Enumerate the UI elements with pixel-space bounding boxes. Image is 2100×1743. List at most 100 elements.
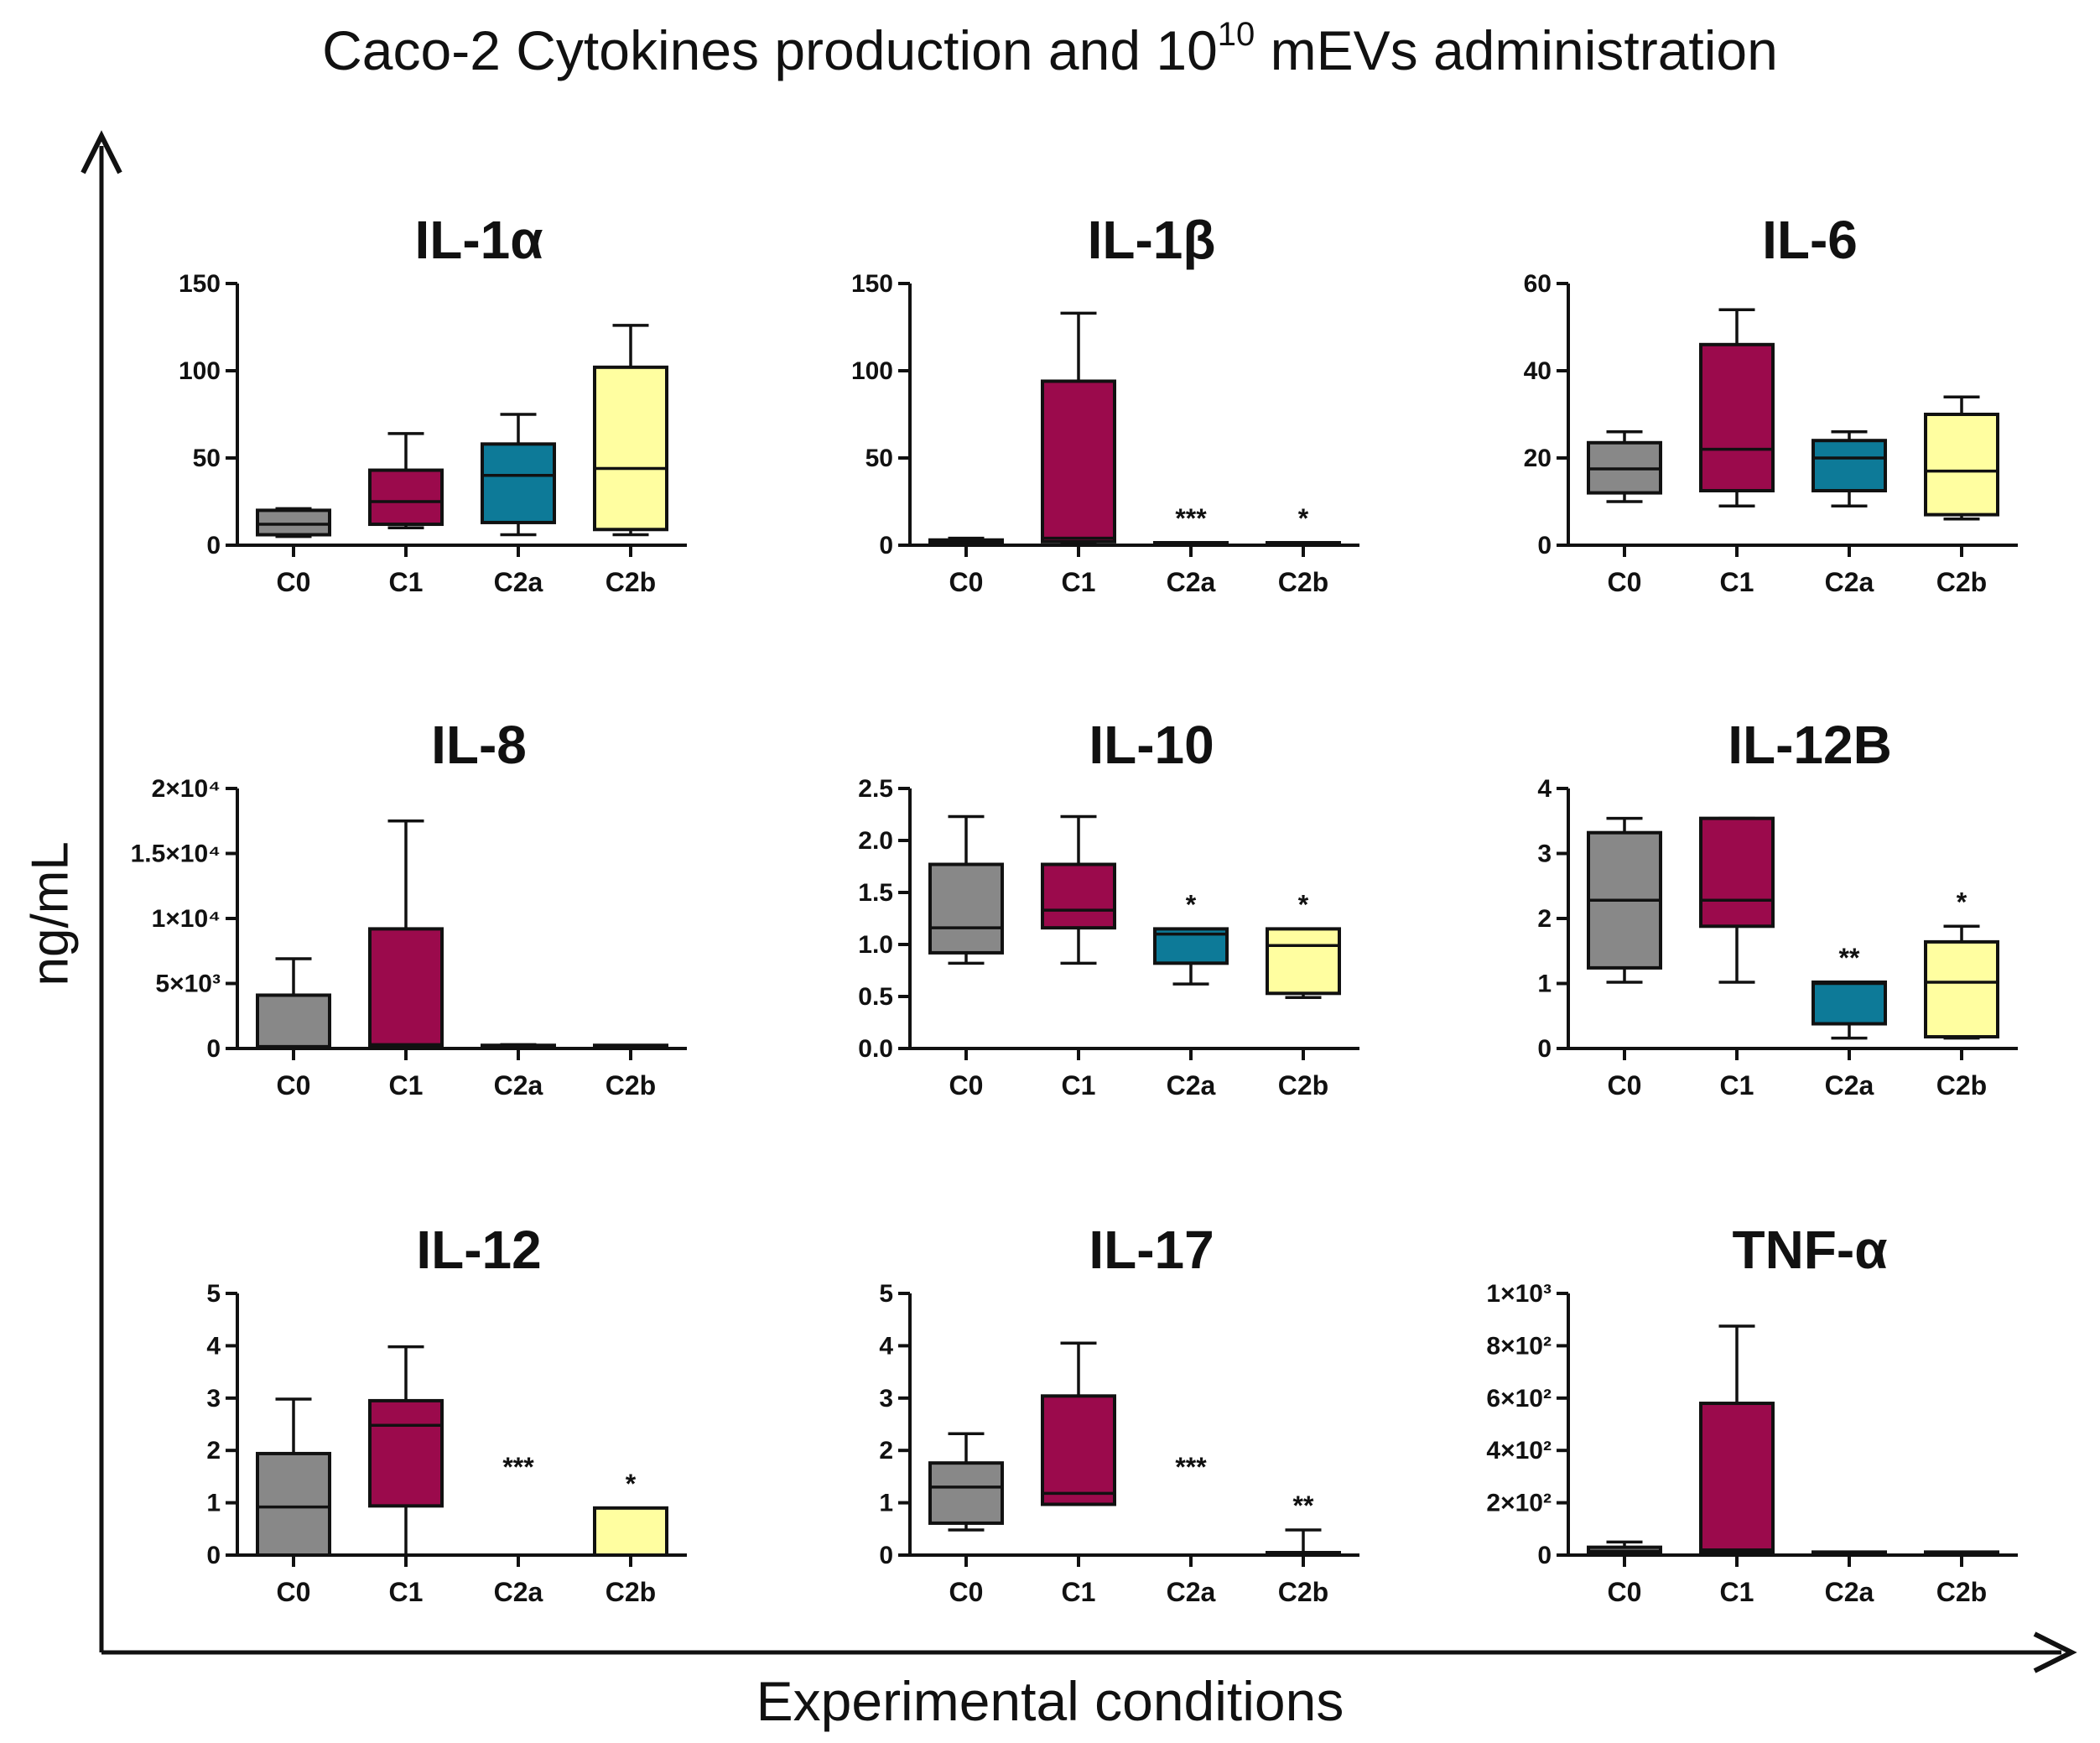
panel-title: IL-8 [431,715,527,775]
box-C2b [1924,939,1999,1039]
y-tick-label: 2×10² [1486,1490,1552,1517]
box-C0 [256,993,331,1050]
box-C1 [368,1398,444,1508]
significance-mark: * [626,1469,637,1499]
panel-5: IL-12B 0 1 2 3 4 C0 C1 C2a ** C2b * [1537,715,2018,1100]
y-tick-label: 2 [879,1437,893,1465]
panel-title: IL-1β [1088,210,1216,270]
box-C1 [368,468,444,527]
y-tick-label: 0.5 [858,983,893,1011]
panel-3: IL-8 0 5×10³ 1×10⁴ 1.5×10⁴ 2×10⁴ C0 C1 C2a C2b [131,715,687,1100]
y-tick-label: 2.0 [858,827,893,855]
y-tick-label: 2.5 [858,775,893,803]
panel-title: TNF-α [1732,1220,1887,1280]
significance-mark: * [1298,889,1309,919]
box-C0 [928,1461,1004,1525]
x-tick-label: C0 [1608,1577,1642,1607]
outer-x-arrow-icon [2033,1631,2077,1673]
box-C2b [593,1506,668,1557]
figure-title-exponent: 10 [1217,16,1255,53]
x-tick-label: C0 [277,567,311,597]
x-tick-label: C0 [1608,567,1642,597]
x-tick-label: C1 [1062,1577,1096,1607]
y-tick-label: 60 [1524,270,1552,298]
y-tick-label: 100 [179,357,221,385]
y-tick-label: 5 [879,1280,893,1308]
x-tick-label: C1 [389,1070,424,1100]
x-tick-label: C0 [949,1070,984,1100]
figure-title: Caco-2 Cytokines production and 1010 mEV… [0,16,2100,82]
y-tick-label: 150 [851,270,893,298]
y-tick-label: 0 [1537,532,1552,559]
y-tick-label: 1 [879,1490,893,1517]
y-tick-label: 0 [206,1542,221,1569]
box-C1 [1041,379,1116,544]
x-tick-label: C2a [1167,1070,1216,1100]
box-C1 [1699,342,1775,492]
x-tick-label: C0 [277,1577,311,1607]
significance-mark: *** [1175,503,1207,533]
box-C0 [256,508,331,537]
figure-title-text: Caco-2 Cytokines production and 10 [322,19,1218,81]
y-tick-label: 0 [206,1035,221,1063]
significance-mark: * [1298,503,1309,533]
x-axis-title: Experimental conditions [756,1670,1344,1732]
y-tick-label: 50 [193,445,221,472]
panel-6: IL-12 0 1 2 3 4 5 C0 C1 C2a *** C2b * [206,1220,687,1607]
figure-title-suffix: mEVs administration [1255,19,1778,81]
panel-title: IL-12B [1728,715,1892,775]
panel-1: IL-1β 0 50 100 150 C0 C1 C2a *** C2b * [851,210,1359,597]
x-tick-label: C2a [1167,567,1216,597]
box-C0 [928,862,1004,955]
y-tick-label: 3 [1537,840,1552,868]
y-tick-label: 0 [879,1542,893,1569]
y-tick-label: 1×10⁴ [152,905,221,933]
outer-y-arrow-icon [81,130,122,174]
box-C1 [1699,1402,1775,1554]
x-tick-label: C2a [1825,567,1874,597]
significance-mark: *** [502,1452,534,1482]
y-tick-label: 0 [1537,1035,1552,1063]
x-tick-label: C2b [1278,1070,1328,1100]
panel-title: IL-10 [1089,715,1214,775]
x-tick-label: C1 [389,567,424,597]
panel-7: IL-17 0 1 2 3 4 5 C0 C1 C2a *** C2b ** [879,1220,1359,1607]
y-tick-label: 1.5 [858,879,893,907]
x-tick-label: C2a [494,1070,543,1100]
y-tick-label: 4 [206,1332,221,1360]
y-tick-label: 4 [879,1332,893,1360]
x-tick-label: C0 [1608,1070,1642,1100]
significance-mark: * [1186,889,1197,919]
panel-2: IL-6 0 20 40 60 C0 C1 C2a C2b [1524,210,2018,597]
y-tick-label: 20 [1524,445,1552,472]
y-tick-label: 1 [206,1490,221,1517]
y-tick-label: 1×10³ [1486,1280,1552,1308]
x-tick-label: C2b [606,1577,656,1607]
y-tick-label: 150 [179,270,221,298]
x-tick-label: C2a [1825,1577,1874,1607]
significance-mark: ** [1293,1491,1314,1521]
panel-0: IL-1α 0 50 100 150 C0 C1 C2a C2b [179,210,687,597]
y-tick-label: 3 [879,1385,893,1413]
significance-mark: * [1957,887,1967,917]
x-tick-label: C1 [1720,1070,1754,1100]
box-C2a [1812,980,1887,1026]
box-C1 [368,927,444,1048]
x-tick-label: C1 [1720,1577,1754,1607]
x-tick-label: C2a [494,567,543,597]
box-C2b [1924,413,1999,517]
x-tick-label: C1 [1062,1070,1096,1100]
box-C2a [1812,439,1887,493]
box-C1 [1699,816,1775,929]
x-tick-label: C2a [1825,1070,1874,1100]
x-tick-label: C2b [606,567,656,597]
y-tick-label: 2 [206,1437,221,1465]
box-C2b [593,365,668,532]
x-tick-label: C2b [1936,1070,1987,1100]
panel-title: IL-17 [1089,1220,1214,1280]
y-tick-label: 5 [206,1280,221,1308]
x-tick-label: C2b [1936,567,1987,597]
panel-title: IL-1α [414,210,543,270]
